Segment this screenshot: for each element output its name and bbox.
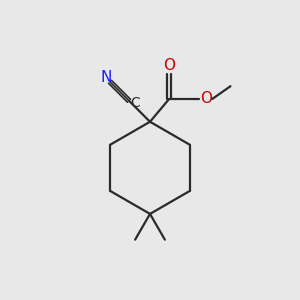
Text: C: C: [130, 96, 140, 110]
Text: O: O: [200, 92, 212, 106]
Text: N: N: [100, 70, 112, 85]
Text: O: O: [163, 58, 175, 73]
